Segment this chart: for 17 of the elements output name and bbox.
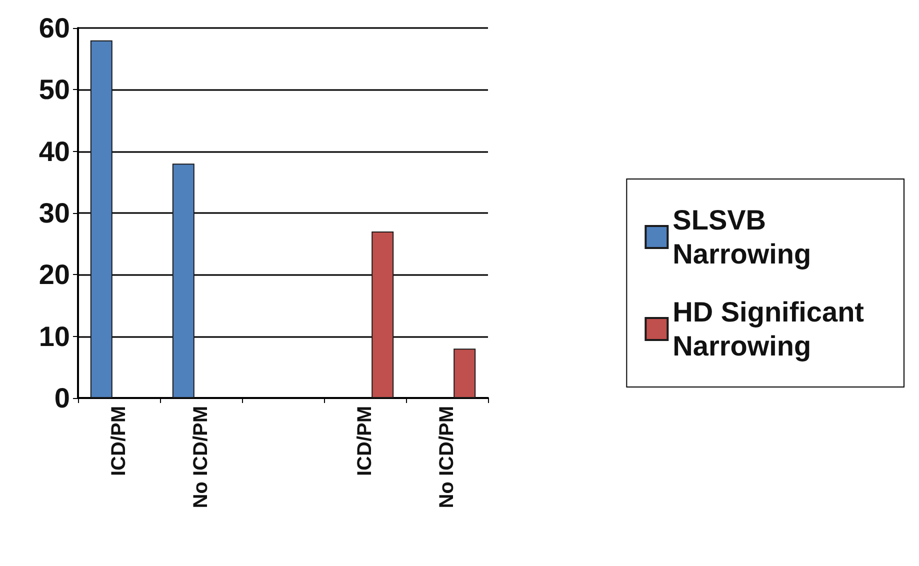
y-tick-label: 20 xyxy=(38,259,70,290)
y-tick-label: 50 xyxy=(38,74,70,106)
x-tick-label: No ICD/PM xyxy=(436,406,458,508)
legend-label: HD Significant Narrowing xyxy=(672,296,864,362)
bar xyxy=(172,164,194,398)
x-tick-label: ICD/PM xyxy=(108,406,130,476)
legend-label: SLSVB Narrowing xyxy=(672,204,812,270)
x-tick-label: ICD/PM xyxy=(354,406,376,476)
bar xyxy=(372,232,394,398)
y-tick-label: 10 xyxy=(38,320,70,352)
bar xyxy=(454,348,476,398)
y-tick-label: 30 xyxy=(38,198,70,228)
y-tick-label: 40 xyxy=(38,136,70,167)
y-tick-label: 60 xyxy=(38,12,70,44)
y-tick-label: 0 xyxy=(54,382,70,414)
x-tick-label: No ICD/PM xyxy=(190,406,212,508)
bar xyxy=(90,40,112,398)
